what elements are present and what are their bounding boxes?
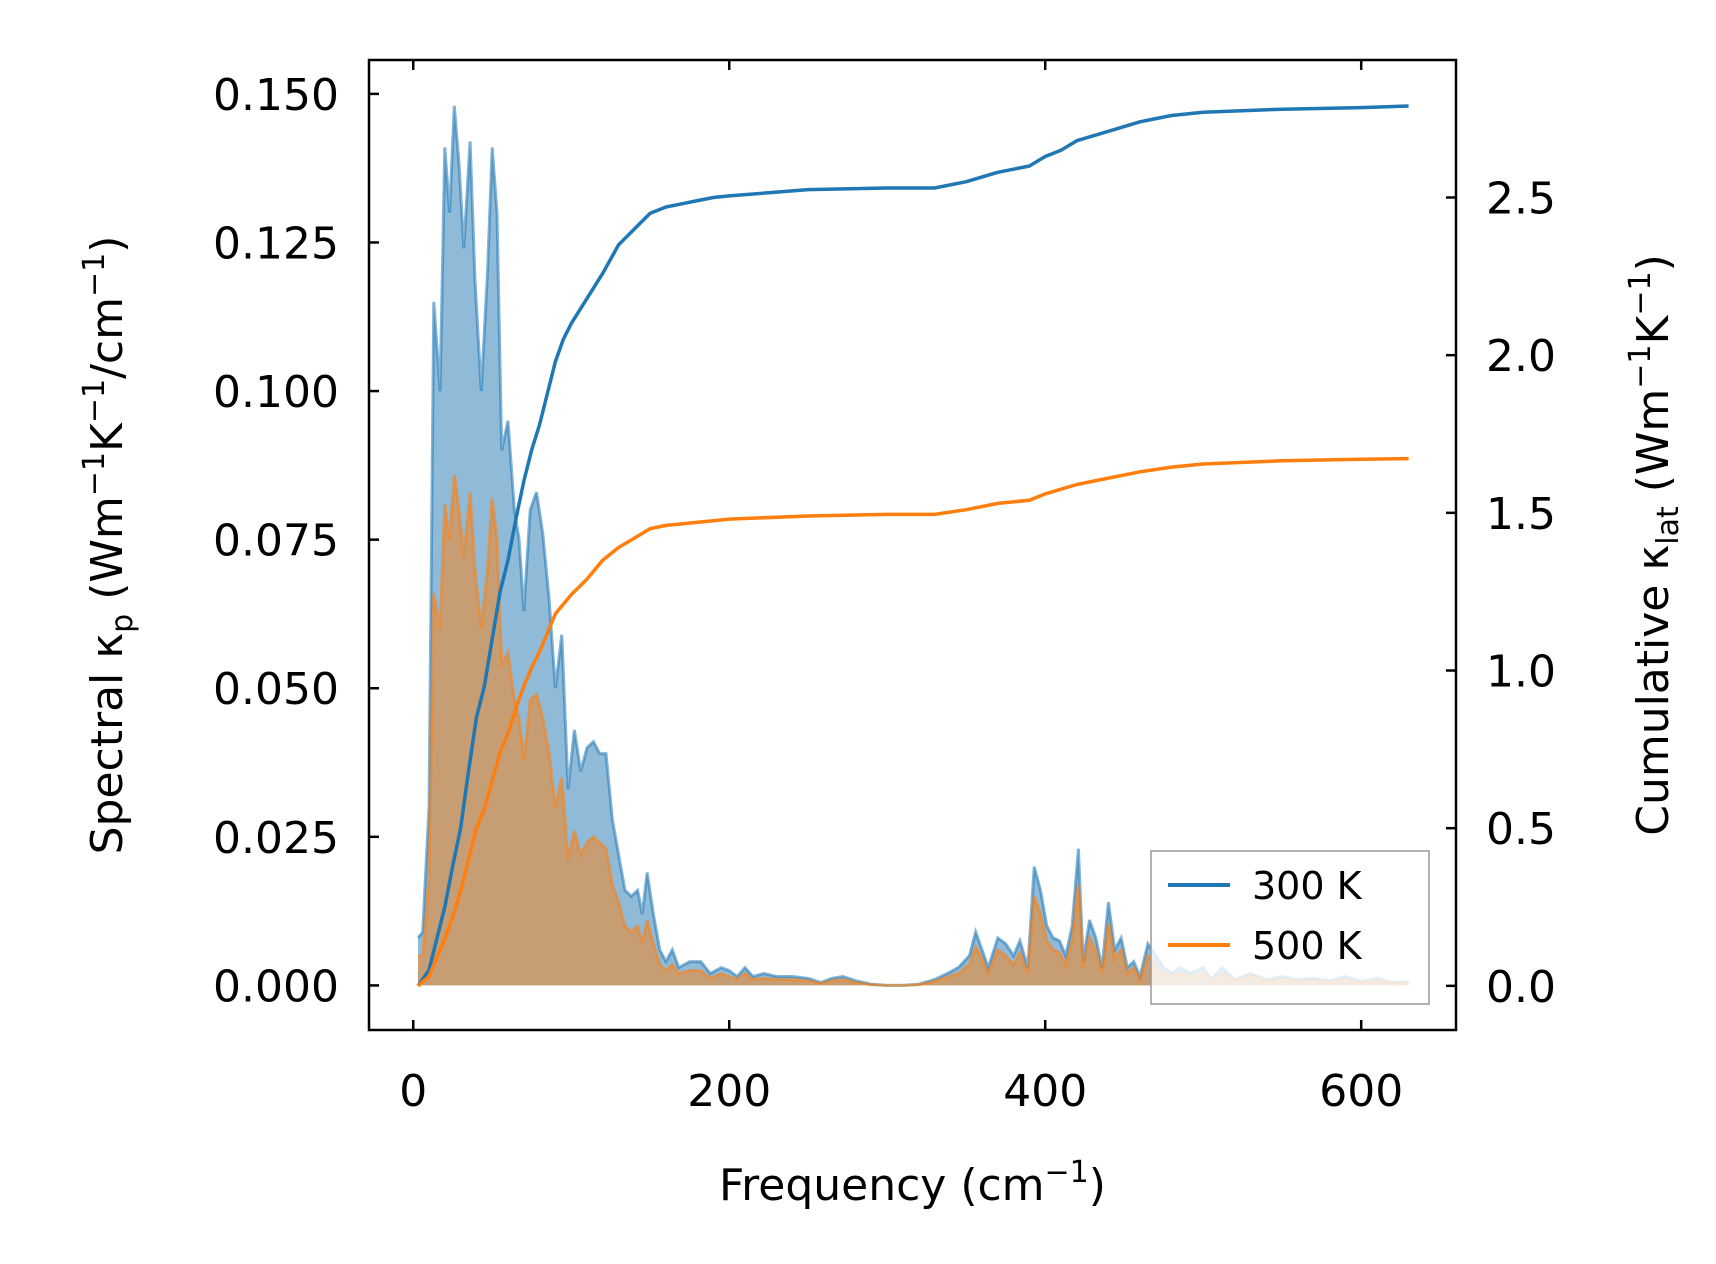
y-right-tick-label: 0.0 — [1486, 962, 1556, 1013]
y-right-tick-label: 2.0 — [1486, 331, 1556, 382]
legend-label-0: 300 K — [1252, 864, 1363, 908]
cumulative-line-1 — [416, 456, 1409, 988]
y-right-tick-label: 2.5 — [1486, 173, 1556, 224]
spectral-area-1 — [417, 474, 1409, 986]
y-left-tick-label: 0.100 — [213, 367, 339, 418]
y-left-tick-label: 0.050 — [213, 664, 339, 715]
legend-label-1: 500 K — [1252, 924, 1363, 968]
axis-labels: 0 200 400 600 0.000 0.025 0.050 0.075 0.100 0.125… — [77, 70, 1686, 1211]
plot-frame — [367, 58, 1458, 1032]
x-tick-label: 200 — [687, 1066, 771, 1117]
y-right-tick-label: 1.5 — [1486, 489, 1556, 540]
x-tick-label: 0 — [399, 1066, 427, 1117]
y-left-tick-label: 0.075 — [213, 516, 339, 567]
x-tick-label: 400 — [1003, 1066, 1087, 1117]
cumulative-line-0 — [416, 104, 1409, 987]
ticks — [369, 60, 1456, 1030]
y-right-axis-label: Cumulative κlat (Wm−1K−1) — [1623, 254, 1686, 836]
cumulative-lines — [416, 104, 1409, 988]
y-left-tick-label: 0.000 — [213, 961, 339, 1012]
y-left-tick-label: 0.025 — [213, 813, 339, 864]
y-right-tick-label: 0.5 — [1486, 804, 1556, 855]
legend: 300 K 500 K — [1150, 850, 1430, 1005]
x-tick-label: 600 — [1319, 1066, 1403, 1117]
y-left-tick-label: 0.125 — [213, 218, 339, 269]
y-left-tick-label: 0.150 — [213, 70, 339, 121]
legend-frame — [1150, 850, 1430, 1005]
y-right-tick-label: 1.0 — [1486, 647, 1556, 698]
x-axis-label: Frequency (cm−1) — [719, 1155, 1106, 1211]
y-left-axis-label: Spectral κp (Wm−1K−1/cm−1) — [77, 236, 140, 855]
